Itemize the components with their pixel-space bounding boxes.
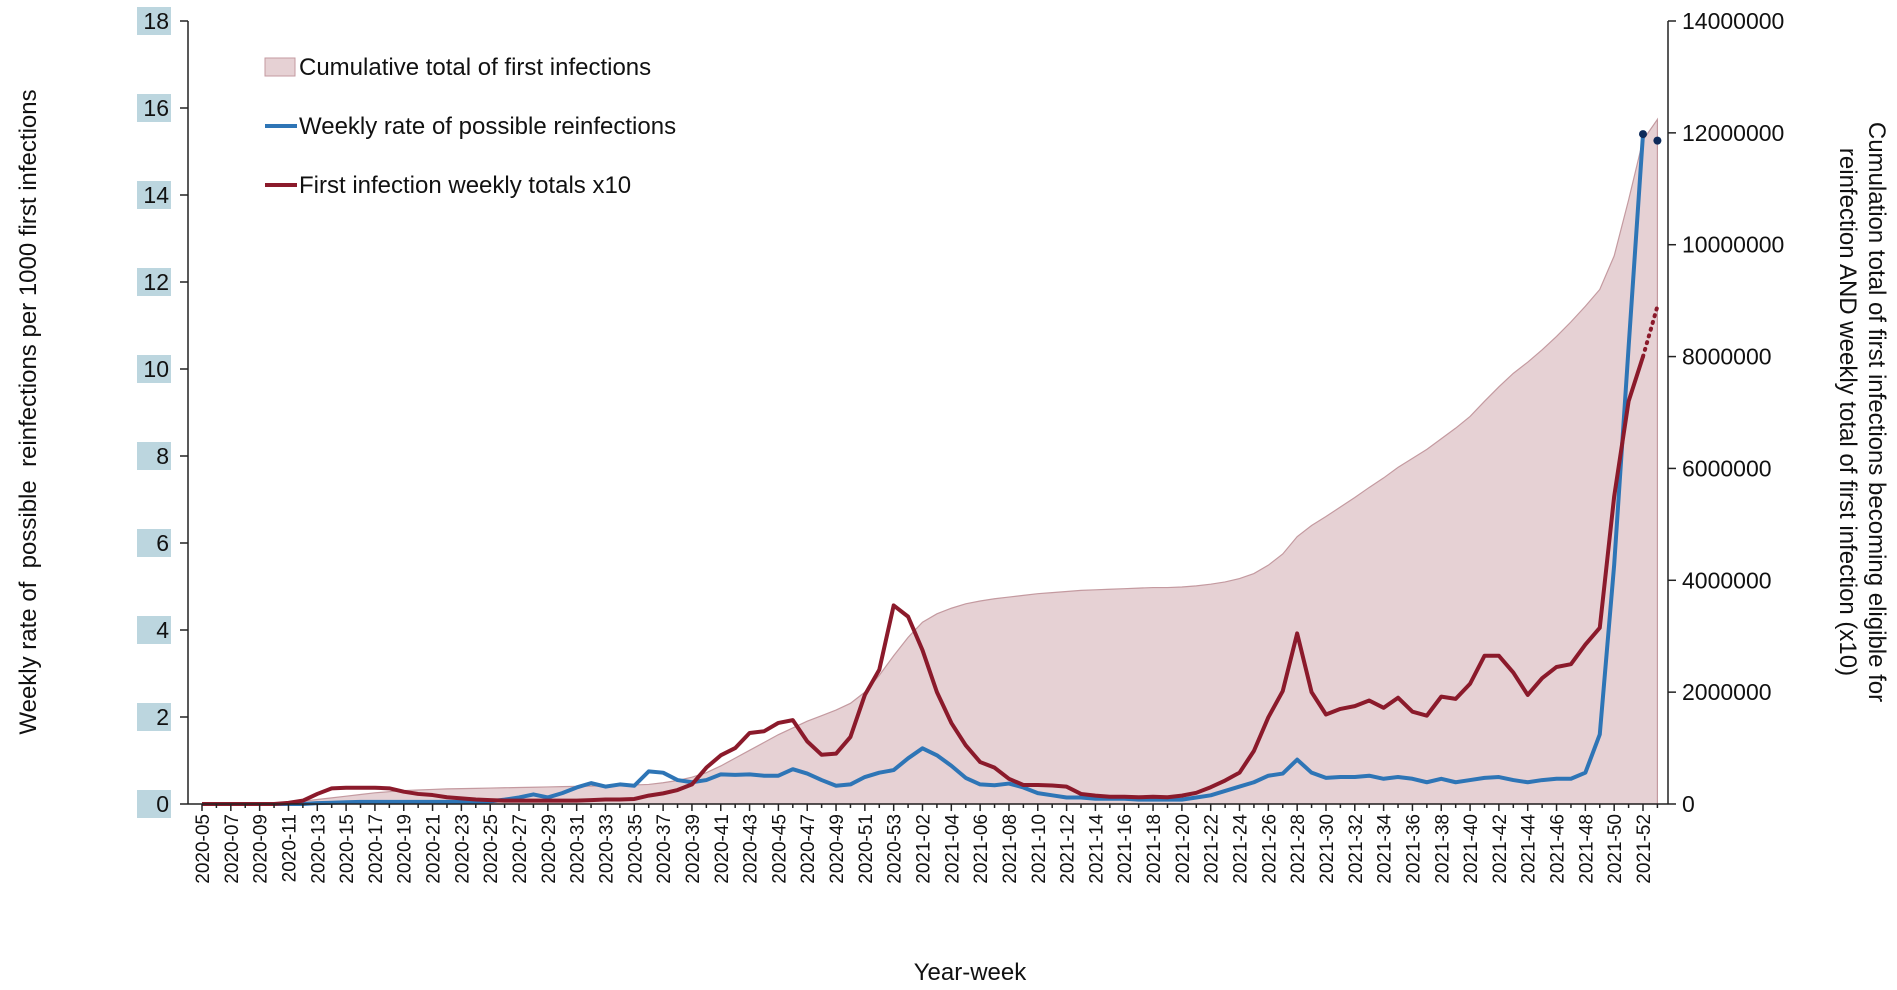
y-tick-box [137,703,171,731]
x-tick-label: 2020-51 [856,814,877,884]
y-tick-box [137,529,171,557]
y-tick-label: 6 [156,530,169,556]
x-tick-label: 2021-02 [914,814,935,884]
x-tick-label: 2021-06 [971,814,992,884]
y-tick-label: 2 [156,704,169,730]
y-tick-label: 0 [156,791,169,817]
y-tick-box [137,355,171,383]
x-tick-label: 2020-37 [654,814,675,884]
x-tick-label: 2021-34 [1375,814,1396,884]
x-tick-label: 2021-38 [1432,814,1453,884]
x-tick-label: 2020-33 [596,814,617,884]
x-tick-label: 2021-08 [1000,814,1021,884]
x-tick-label: 2020-43 [741,814,762,884]
x-tick-label: 2020-15 [337,814,358,884]
y-tick-label: 10 [143,356,169,382]
x-tick-label: 2020-23 [452,814,473,884]
x-tick-label: 2021-16 [1115,814,1136,884]
legend-label: First infection weekly totals x10 [299,172,631,199]
x-tick-label: 2020-21 [424,814,445,884]
y-tick-box [137,7,171,35]
x-tick-label: 2020-41 [712,814,733,884]
x-tick-label: 2020-25 [481,814,502,884]
y2-axis-title: reinfection AND weekly total of first in… [1834,148,1861,676]
x-tick-label: 2021-18 [1144,814,1165,884]
y-tick-label: 16 [143,95,169,121]
x-tick-label: 2021-20 [1173,814,1194,884]
x-tick-label: 2020-49 [827,814,848,884]
y-tick-label: 4 [156,617,169,643]
x-tick-label: 2021-22 [1202,814,1223,884]
x-tick-label: 2021-28 [1288,814,1309,884]
x-tick-label: 2021-04 [942,814,963,884]
dotted-line [1641,304,1660,359]
x-tick-label: 2021-24 [1231,814,1252,884]
x-tick-label: 2021-14 [1086,814,1107,884]
y-tick-box [137,616,171,644]
x-tick-label: 2020-47 [798,814,819,884]
y-tick-box [137,181,171,209]
marker [1653,136,1662,145]
y-tick-box [137,790,171,818]
x-tick-label: 2021-40 [1461,814,1482,884]
line [202,355,1645,806]
y-tick-box [137,94,171,122]
y-tick-label: 12 [143,269,169,295]
x-tick-label: 2021-30 [1317,814,1338,884]
area [201,117,1659,805]
y2-tick-label: 2000000 [1682,679,1772,705]
x-tick-label: 2021-46 [1548,814,1569,884]
x-tick-label: 2020-31 [568,814,589,884]
x-tick-label: 2020-09 [251,814,272,884]
y2-tick-label: 14000000 [1682,8,1784,34]
x-tick-label: 2021-10 [1029,814,1050,884]
y2-tick-label: 6000000 [1682,455,1772,481]
x-tick-label: 2020-07 [222,814,243,884]
x-tick-label: 2021-26 [1259,814,1280,884]
legend-label: Cumulative total of first infections [299,54,651,81]
marker [1639,130,1647,139]
x-tick-label: 2021-36 [1403,814,1424,884]
x-tick-label: 2020-53 [885,814,906,884]
x-tick-label: 2021-48 [1576,814,1597,884]
x-tick-label: 2021-12 [1058,814,1079,884]
line [202,133,1645,806]
y-tick-box [137,442,171,470]
y2-tick-label: 0 [1682,791,1695,817]
y-tick-label: 14 [143,182,169,208]
x-tick-label: 2021-50 [1605,814,1626,884]
x-tick-label: 2020-13 [308,814,329,884]
x-tick-label: 2020-29 [539,814,560,884]
x-tick-label: 2021-44 [1519,814,1540,884]
x-tick-label: 2020-45 [769,814,790,884]
x-tick-label: 2020-19 [395,814,416,884]
y-tick-box [137,268,171,296]
x-tick-label: 2021-52 [1634,814,1655,884]
x-tick-label: 2021-42 [1490,814,1511,884]
x-tick-label: 2020-35 [625,814,646,884]
y-axis-title: Weekly rate of possible reinfections per… [15,89,42,734]
y2-tick-label: 8000000 [1682,344,1772,370]
x-tick-label: 2020-27 [510,814,531,884]
x-tick-label: 2020-17 [366,814,387,884]
y2-tick-label: 4000000 [1682,567,1772,593]
y2-tick-label: 12000000 [1682,120,1784,146]
y2-axis-title: Cumulation total of first infections bec… [1863,122,1890,702]
x-tick-label: 2021-32 [1346,814,1367,884]
legend-label: Weekly rate of possible reinfections [299,113,676,140]
y2-tick-label: 10000000 [1682,232,1784,258]
x-tick-label: 2020-39 [683,814,704,884]
x-tick-label: 2020-11 [279,814,300,882]
legend-swatch [264,57,296,77]
y-tick-label: 8 [156,443,169,469]
x-axis-title: Year-week [914,959,1028,986]
x-tick-label: 2020-05 [193,814,214,884]
y-tick-label: 18 [143,8,169,34]
